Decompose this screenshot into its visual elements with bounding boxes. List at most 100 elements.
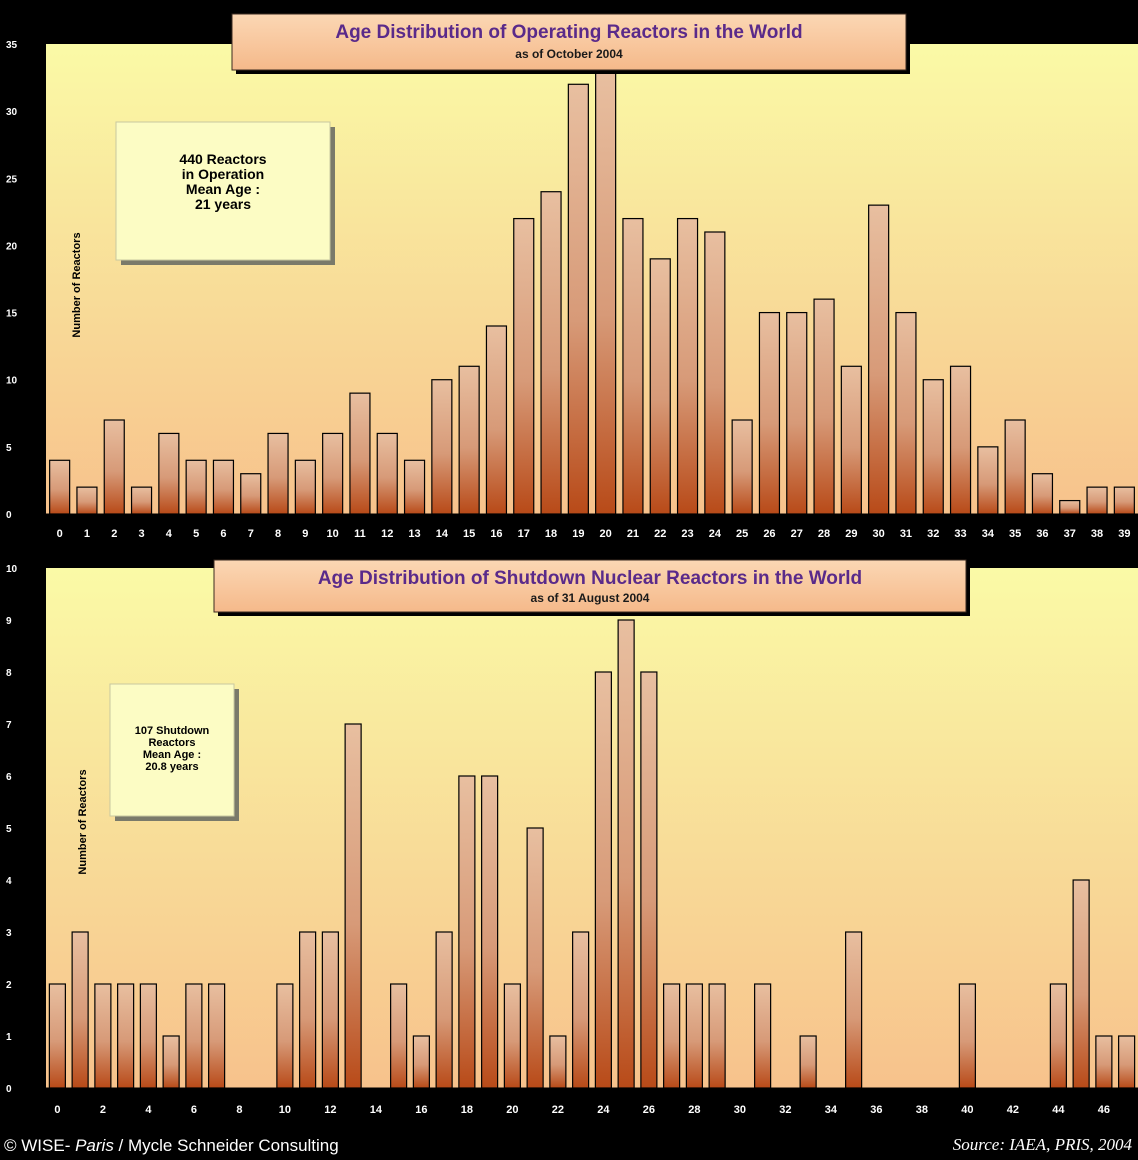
bar bbox=[94, 983, 112, 1089]
x-tick-label: 24 bbox=[597, 1104, 610, 1116]
title-box bbox=[231, 13, 907, 71]
x-tick-label: 23 bbox=[681, 528, 693, 540]
x-tick-label: 22 bbox=[654, 528, 666, 540]
y-tick-label: 3 bbox=[6, 928, 12, 939]
y-tick-label: 9 bbox=[6, 616, 12, 627]
x-tick-label: 26 bbox=[763, 528, 775, 540]
x-tick-label: 5 bbox=[193, 528, 199, 540]
title-box bbox=[213, 559, 967, 613]
y-tick-label: 30 bbox=[6, 107, 18, 118]
bar bbox=[485, 325, 508, 515]
bar bbox=[754, 983, 772, 1089]
bar bbox=[48, 983, 66, 1089]
bar bbox=[958, 983, 976, 1089]
x-tick-label: 30 bbox=[734, 1104, 746, 1116]
x-tick-label: 36 bbox=[870, 1104, 882, 1116]
bar bbox=[1072, 879, 1090, 1089]
x-tick-label: 42 bbox=[1007, 1104, 1019, 1116]
x-tick-label: 31 bbox=[900, 528, 912, 540]
bar bbox=[162, 1035, 180, 1089]
bar bbox=[208, 983, 226, 1089]
bar bbox=[977, 446, 999, 515]
x-tick-label: 9 bbox=[302, 528, 308, 540]
bar bbox=[458, 775, 476, 1089]
x-tick-label: 36 bbox=[1036, 528, 1048, 540]
y-tick-label: 0 bbox=[6, 1084, 12, 1095]
y-tick-label: 5 bbox=[6, 824, 12, 835]
bar bbox=[663, 983, 681, 1089]
bar bbox=[117, 983, 135, 1089]
x-tick-label: 6 bbox=[220, 528, 226, 540]
bar bbox=[76, 486, 98, 515]
bar bbox=[412, 1035, 430, 1089]
chart-title: Age Distribution of Operating Reactors i… bbox=[335, 22, 802, 43]
x-tick-label: 3 bbox=[138, 528, 144, 540]
copyright-suffix: / Mycle Schneider Consulting bbox=[113, 1136, 339, 1155]
y-tick-label: 8 bbox=[6, 668, 12, 679]
bar bbox=[321, 931, 339, 1089]
copyright-italic: Paris bbox=[75, 1136, 114, 1155]
x-tick-label: 38 bbox=[1091, 528, 1103, 540]
bar bbox=[390, 983, 408, 1089]
bar bbox=[299, 931, 317, 1089]
y-tick-label: 7 bbox=[6, 720, 12, 731]
bar bbox=[503, 983, 521, 1089]
plot-background-0 bbox=[46, 44, 1138, 514]
bar bbox=[922, 379, 944, 515]
x-tick-label: 20 bbox=[600, 528, 612, 540]
bar bbox=[549, 1035, 567, 1089]
x-tick-label: 17 bbox=[518, 528, 530, 540]
annotation-line: 107 Shutdown bbox=[135, 725, 210, 737]
bar bbox=[1059, 499, 1081, 515]
y-axis-label: Number of Reactors bbox=[77, 769, 89, 874]
x-tick-label: 34 bbox=[982, 528, 995, 540]
bar bbox=[572, 931, 590, 1089]
y-tick-label: 0 bbox=[6, 510, 12, 521]
bar bbox=[130, 486, 153, 515]
bar bbox=[799, 1035, 817, 1089]
copyright-prefix: © WISE- bbox=[4, 1136, 76, 1155]
x-tick-label: 20 bbox=[506, 1104, 518, 1116]
bar bbox=[622, 217, 644, 515]
annotation-line: Reactors bbox=[148, 737, 195, 749]
x-tick-label: 44 bbox=[1052, 1104, 1065, 1116]
bar bbox=[139, 983, 157, 1089]
bar bbox=[376, 432, 398, 515]
bar bbox=[708, 983, 726, 1089]
x-tick-label: 16 bbox=[415, 1104, 427, 1116]
plot-background-1 bbox=[46, 568, 1138, 1088]
annotation-box bbox=[109, 683, 235, 817]
annotation-line: Mean Age : bbox=[186, 181, 260, 197]
annotation-line: 440 Reactors bbox=[179, 151, 266, 167]
x-tick-label: 1 bbox=[84, 528, 90, 540]
x-tick-label: 6 bbox=[191, 1104, 197, 1116]
x-tick-label: 18 bbox=[461, 1104, 473, 1116]
bar bbox=[649, 258, 671, 515]
x-tick-label: 19 bbox=[572, 528, 584, 540]
bar bbox=[481, 775, 499, 1089]
y-tick-label: 5 bbox=[6, 443, 12, 454]
x-tick-label: 0 bbox=[54, 1104, 60, 1116]
x-tick-label: 10 bbox=[327, 528, 339, 540]
bar bbox=[1004, 419, 1026, 515]
y-axis-label: Number of Reactors bbox=[71, 232, 83, 337]
bar bbox=[1118, 1035, 1136, 1089]
x-tick-label: 25 bbox=[736, 528, 748, 540]
bar bbox=[240, 473, 262, 515]
x-tick-label: 33 bbox=[954, 528, 966, 540]
x-tick-label: 4 bbox=[145, 1104, 152, 1116]
bar bbox=[185, 983, 203, 1089]
x-tick-label: 32 bbox=[779, 1104, 791, 1116]
y-tick-label: 35 bbox=[6, 40, 18, 51]
x-tick-label: 4 bbox=[166, 528, 173, 540]
bar bbox=[276, 983, 294, 1089]
bar bbox=[595, 70, 617, 515]
x-tick-label: 12 bbox=[324, 1104, 336, 1116]
bar bbox=[526, 827, 544, 1089]
y-tick-label: 6 bbox=[6, 772, 12, 783]
bar bbox=[212, 459, 235, 515]
chart-title: Age Distribution of Shutdown Nuclear Rea… bbox=[318, 568, 862, 589]
y-tick-label: 20 bbox=[6, 241, 18, 252]
x-tick-label: 15 bbox=[463, 528, 475, 540]
bar bbox=[704, 231, 726, 515]
